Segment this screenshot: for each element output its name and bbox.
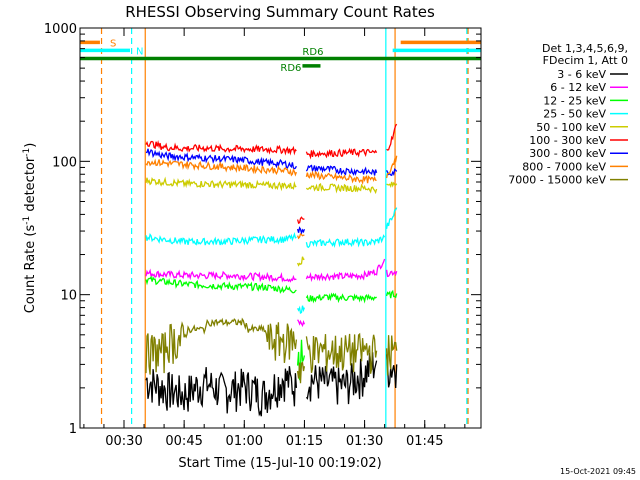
series-line-7-segment-1 — [296, 233, 305, 240]
x-tick-label-2: 01:00 — [226, 434, 263, 449]
series-line-5-segment-0 — [145, 140, 297, 156]
y-tick-label-0: 1 — [69, 422, 77, 437]
series-line-3-segment-3 — [385, 207, 398, 230]
legend-entry-1: 6 - 12 keV — [550, 81, 606, 94]
y-axis-label-mid: detector — [23, 156, 38, 216]
legend-entry-2: 12 - 25 keV — [543, 94, 606, 107]
series-line-5-segment-1 — [296, 216, 305, 224]
series-line-2-segment-1 — [296, 339, 306, 381]
y-axis-label-end: ) — [23, 143, 38, 148]
series-line-2-segment-0 — [145, 275, 297, 294]
plot-frame — [79, 27, 482, 429]
legend-entry-0: 3 - 6 keV — [557, 68, 606, 81]
legend-header-2: FDecim 1, Att 0 — [543, 54, 628, 67]
series-line-8-segment-1 — [296, 361, 306, 384]
series-line-4-segment-0 — [145, 176, 297, 192]
x-axis-label: Start Time (15-Jul-10 00:19:02) — [178, 456, 381, 471]
series-line-8-segment-0 — [145, 317, 298, 375]
series-line-1-segment-0 — [145, 268, 297, 283]
x-axis-ticks: 00:30 00:45 01:00 01:15 01:30 01:45 — [83, 28, 466, 449]
series-line-7-segment-2 — [305, 170, 377, 186]
series-line-3-segment-2 — [305, 234, 386, 249]
state-bar-label-4: RD6 — [302, 47, 323, 58]
series-line-2-segment-3 — [385, 289, 398, 299]
vertical-markers — [100, 28, 469, 428]
chart-title: RHESSI Observing Summary Count Rates — [125, 3, 435, 21]
y-tick-label-1: 10 — [60, 289, 77, 304]
series-line-7-segment-3 — [385, 155, 398, 179]
series-line-1-segment-2 — [305, 258, 386, 283]
series-line-0-segment-1 — [305, 352, 378, 405]
series-line-5-segment-3 — [386, 123, 398, 151]
series-line-3-segment-0 — [145, 232, 297, 246]
x-tick-label-4: 01:30 — [346, 434, 383, 449]
series-line-4-segment-3 — [386, 181, 398, 189]
legend-header-1: Det 1,3,4,5,6,9, — [542, 42, 628, 55]
series-line-2-segment-2 — [305, 292, 378, 304]
legend: Det 1,3,4,5,6,9, FDecim 1, Att 0 3 - 6 k… — [508, 42, 628, 187]
timestamp: 15-Oct-2021 09:45 — [560, 467, 636, 476]
series-line-1-segment-1 — [297, 319, 306, 328]
series-line-3-segment-1 — [297, 305, 306, 314]
series-line-6-segment-2 — [305, 164, 378, 177]
legend-entry-7: 800 - 7000 keV — [522, 160, 606, 173]
y-axis-ticks: 1 10 100 1000 — [44, 22, 481, 437]
legend-entry-5: 100 - 300 keV — [529, 134, 606, 147]
series-line-7-segment-0 — [145, 158, 298, 177]
state-bar-label-1: N — [136, 46, 143, 57]
legend-entry-4: 50 - 100 keV — [536, 121, 606, 134]
series-line-0-segment-0 — [145, 366, 298, 417]
x-tick-label-1: 00:45 — [165, 434, 202, 449]
x-tick-label-5: 01:45 — [406, 434, 443, 449]
y-axis-label-sup-2: -1 — [22, 148, 32, 157]
y-tick-label-3: 1000 — [44, 22, 77, 37]
series-line-4-segment-1 — [297, 256, 305, 267]
y-tick-label-2: 100 — [52, 155, 77, 170]
legend-entry-8: 7000 - 15000 keV — [508, 174, 606, 187]
series-lines — [145, 123, 398, 417]
y-axis-label-sup-1: -1 — [22, 216, 32, 225]
series-line-4-segment-2 — [305, 182, 378, 195]
series-line-6-segment-1 — [296, 226, 306, 236]
x-tick-label-0: 00:30 — [105, 434, 142, 449]
series-line-8-segment-2 — [305, 332, 378, 374]
y-axis-label: Count Rate (s-1 detector-1) — [22, 143, 38, 314]
series-line-6-segment-0 — [145, 148, 297, 170]
series-line-8-segment-3 — [385, 335, 398, 376]
legend-entry-3: 25 - 50 keV — [543, 108, 606, 121]
series-line-1-segment-3 — [385, 269, 398, 278]
y-axis-label-main: Count Rate (s — [23, 225, 38, 314]
state-bar-label-5: RD6 — [280, 63, 301, 74]
state-bar-label-0: S — [110, 38, 116, 49]
series-line-0-segment-2 — [385, 354, 398, 389]
legend-entry-6: 300 - 800 keV — [529, 147, 606, 160]
x-tick-label-3: 01:15 — [286, 434, 323, 449]
series-line-5-segment-2 — [305, 147, 378, 160]
